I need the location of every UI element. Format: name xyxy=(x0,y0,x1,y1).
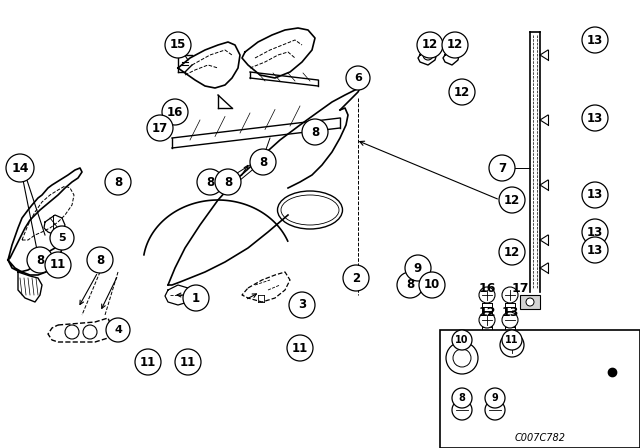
Circle shape xyxy=(582,182,608,208)
Text: 1: 1 xyxy=(192,292,200,305)
Text: 13: 13 xyxy=(501,306,518,319)
Circle shape xyxy=(582,27,608,53)
Text: 9: 9 xyxy=(414,262,422,275)
Text: 17: 17 xyxy=(511,281,529,294)
Circle shape xyxy=(526,298,534,306)
Circle shape xyxy=(397,272,423,298)
Circle shape xyxy=(346,66,370,90)
Text: 14: 14 xyxy=(12,161,29,175)
Circle shape xyxy=(147,115,173,141)
Text: C007C782: C007C782 xyxy=(515,433,566,443)
Text: 4: 4 xyxy=(114,325,122,335)
Text: 13: 13 xyxy=(587,225,603,238)
Text: 12: 12 xyxy=(504,246,520,258)
Circle shape xyxy=(289,292,315,318)
Circle shape xyxy=(479,312,495,328)
Circle shape xyxy=(485,400,505,420)
Circle shape xyxy=(419,272,445,298)
Circle shape xyxy=(502,312,518,328)
Bar xyxy=(440,330,640,448)
Bar xyxy=(520,295,540,309)
Text: 13: 13 xyxy=(587,244,603,257)
Text: 8: 8 xyxy=(114,176,122,189)
Text: 12: 12 xyxy=(454,86,470,99)
Circle shape xyxy=(302,119,328,145)
Text: 12: 12 xyxy=(422,39,438,52)
Text: 8: 8 xyxy=(224,176,232,189)
Circle shape xyxy=(175,349,201,375)
Circle shape xyxy=(197,169,223,195)
Circle shape xyxy=(442,32,468,58)
Circle shape xyxy=(452,400,472,420)
Circle shape xyxy=(27,247,53,273)
Text: 8: 8 xyxy=(459,393,465,403)
Text: 13: 13 xyxy=(587,34,603,47)
Circle shape xyxy=(162,99,188,125)
Circle shape xyxy=(165,32,191,58)
Text: 3: 3 xyxy=(298,298,306,311)
Text: 11: 11 xyxy=(50,258,66,271)
Circle shape xyxy=(582,105,608,131)
Circle shape xyxy=(45,252,71,278)
Circle shape xyxy=(183,285,209,311)
Circle shape xyxy=(499,239,525,265)
Circle shape xyxy=(343,265,369,291)
Circle shape xyxy=(405,255,431,281)
Text: 8: 8 xyxy=(36,254,44,267)
Circle shape xyxy=(250,149,276,175)
Text: 8: 8 xyxy=(96,254,104,267)
Text: 11: 11 xyxy=(292,341,308,354)
Circle shape xyxy=(502,330,522,350)
Circle shape xyxy=(449,79,475,105)
Text: 7: 7 xyxy=(498,161,506,175)
Circle shape xyxy=(453,349,471,367)
Text: 5: 5 xyxy=(58,233,66,243)
Text: 12: 12 xyxy=(504,194,520,207)
Circle shape xyxy=(417,32,443,58)
Text: 11: 11 xyxy=(505,335,519,345)
Circle shape xyxy=(215,169,241,195)
Circle shape xyxy=(582,219,608,245)
Circle shape xyxy=(50,226,74,250)
Circle shape xyxy=(489,155,515,181)
Text: 9: 9 xyxy=(492,393,499,403)
Circle shape xyxy=(87,247,113,273)
Circle shape xyxy=(502,287,518,303)
Text: 17: 17 xyxy=(152,121,168,134)
Text: 12: 12 xyxy=(478,306,496,319)
Circle shape xyxy=(106,318,130,342)
Circle shape xyxy=(452,388,472,408)
Text: 13: 13 xyxy=(587,112,603,125)
Text: 2: 2 xyxy=(352,271,360,284)
Text: 16: 16 xyxy=(478,281,496,294)
Circle shape xyxy=(6,154,34,182)
Text: 8: 8 xyxy=(259,155,267,168)
Circle shape xyxy=(105,169,131,195)
Circle shape xyxy=(499,187,525,213)
Text: 6: 6 xyxy=(354,73,362,83)
Text: 8: 8 xyxy=(406,279,414,292)
Text: 8: 8 xyxy=(311,125,319,138)
Circle shape xyxy=(485,388,505,408)
Text: 10: 10 xyxy=(455,335,468,345)
Text: 13: 13 xyxy=(587,189,603,202)
Circle shape xyxy=(287,335,313,361)
Circle shape xyxy=(135,349,161,375)
Text: 11: 11 xyxy=(140,356,156,369)
Circle shape xyxy=(582,237,608,263)
Circle shape xyxy=(479,287,495,303)
Text: 15: 15 xyxy=(170,39,186,52)
Text: 10: 10 xyxy=(424,279,440,292)
Text: 11: 11 xyxy=(180,356,196,369)
Circle shape xyxy=(500,333,524,357)
Circle shape xyxy=(446,342,478,374)
Text: 16: 16 xyxy=(167,105,183,119)
Text: 8: 8 xyxy=(206,176,214,189)
Text: 12: 12 xyxy=(447,39,463,52)
Circle shape xyxy=(452,330,472,350)
